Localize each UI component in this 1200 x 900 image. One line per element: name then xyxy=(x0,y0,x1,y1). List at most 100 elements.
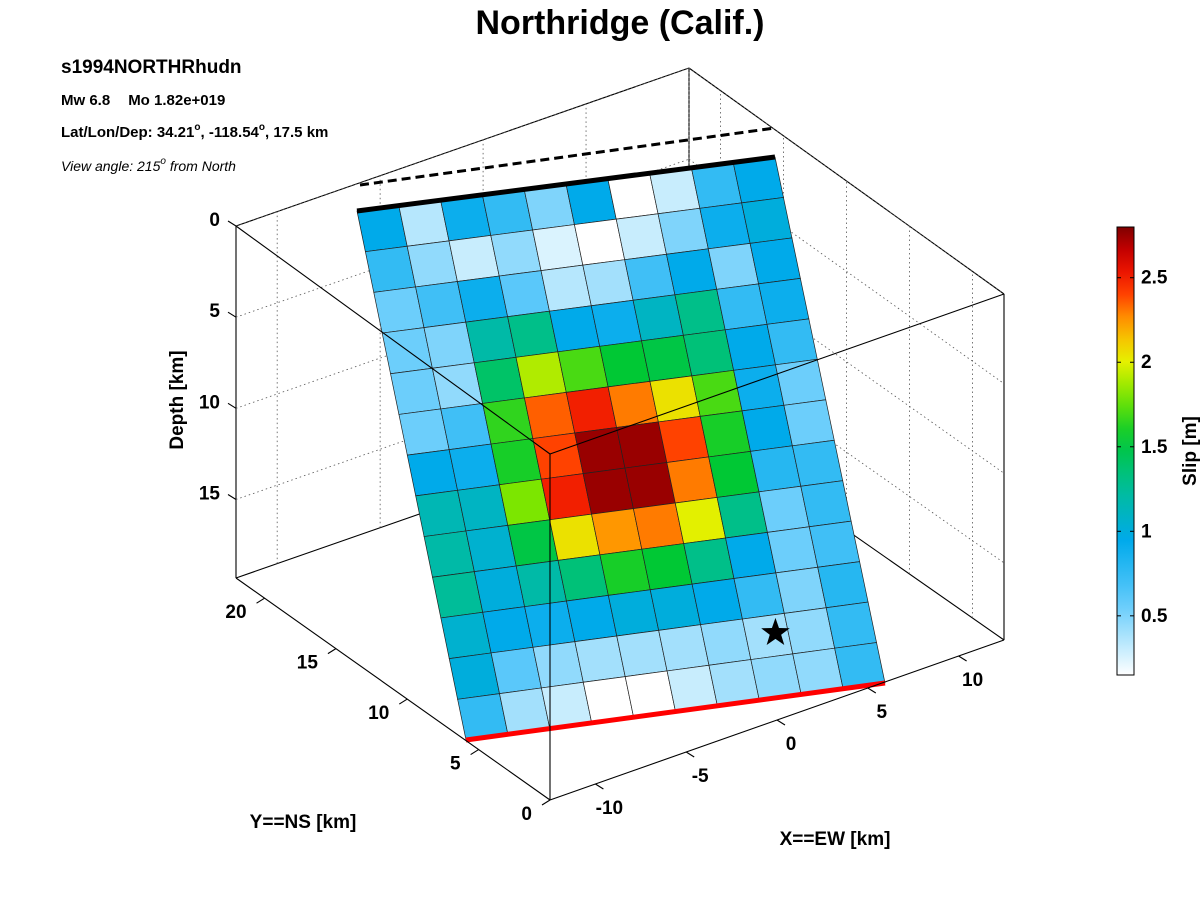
slip-patch xyxy=(616,629,668,677)
slip-patch xyxy=(725,531,777,579)
x-tick xyxy=(958,655,967,662)
dep-value: 17.5 km xyxy=(273,124,329,141)
slip-patch xyxy=(641,543,693,591)
slip-patch xyxy=(708,450,760,498)
slip-patch xyxy=(515,560,567,608)
slip-patch xyxy=(574,218,626,266)
axis-ticks: 0 5 10 15 0 5 10 15 20 -10 -5 0 5 10 xyxy=(199,210,983,825)
slip-patch xyxy=(741,404,793,452)
slip-patch xyxy=(741,197,793,244)
z-tick xyxy=(227,494,237,500)
lat-value: 34.21 xyxy=(156,124,195,141)
slip-patch xyxy=(750,445,802,493)
slip-patch xyxy=(716,491,768,539)
slip-patch xyxy=(733,572,785,620)
slip-patch xyxy=(423,530,475,578)
slip-patch xyxy=(498,270,550,318)
x-tick xyxy=(595,783,604,790)
slip-patch xyxy=(825,601,877,649)
slip-patch xyxy=(700,618,752,666)
slip-patch xyxy=(549,305,601,353)
slip-patch xyxy=(574,635,626,683)
colorbar-label: Slip [m] xyxy=(1180,416,1200,486)
slip-patch xyxy=(800,480,852,528)
colorbar-tick-label: 2.5 xyxy=(1141,268,1168,289)
slip-patch xyxy=(666,456,718,504)
y-tick xyxy=(541,799,551,806)
slip-patch xyxy=(699,410,751,458)
slip-patch xyxy=(716,283,768,331)
colorbar-tick-label: 2 xyxy=(1141,352,1152,373)
colorbar-gradient xyxy=(1116,226,1135,676)
slip-patch xyxy=(699,202,751,250)
slip-patch xyxy=(490,438,542,486)
fault-slip-patches xyxy=(356,126,886,743)
box-edge xyxy=(235,225,551,455)
slip-patch xyxy=(742,612,794,660)
slip-patch xyxy=(490,646,542,695)
slip-patch xyxy=(775,566,827,614)
hypocenter-star xyxy=(761,617,790,646)
x-tick xyxy=(776,719,786,726)
slip-patch xyxy=(432,571,484,619)
slip-patch xyxy=(406,449,458,497)
chart-title: Northridge (Calif.) xyxy=(475,4,765,42)
slip-patch xyxy=(557,554,609,602)
slip-patch xyxy=(649,583,701,631)
y-tick xyxy=(398,698,408,705)
event-id: s1994NORTHRhudn xyxy=(61,57,242,78)
slip-patch xyxy=(758,485,810,533)
slip-patch xyxy=(532,224,584,271)
slip-patch xyxy=(817,561,869,609)
z-tick-label: 5 xyxy=(209,301,220,322)
slip-patch xyxy=(465,316,517,364)
y-tick xyxy=(256,597,265,604)
slip-patch xyxy=(431,362,484,410)
slip-patch xyxy=(707,242,759,290)
slip-patch xyxy=(448,235,500,282)
box-edge xyxy=(235,577,551,801)
slip-patch xyxy=(674,497,726,544)
y-tick-label: 20 xyxy=(225,602,246,623)
slip-patch xyxy=(582,259,634,307)
y-tick-label: 0 xyxy=(521,804,532,825)
z-tick-label: 0 xyxy=(209,210,220,231)
slip-patch xyxy=(566,595,618,643)
x-tick-label: -10 xyxy=(596,798,623,819)
slip-patch xyxy=(532,432,584,480)
z-tick-label: 10 xyxy=(199,392,220,413)
y-axis-label: Y==NS [km] xyxy=(250,812,357,833)
x-tick-label: 5 xyxy=(877,702,888,723)
slip-patch xyxy=(599,548,651,596)
slip-patch xyxy=(616,421,668,469)
slip-patch xyxy=(398,408,450,456)
slip-patch xyxy=(457,484,509,532)
slip-patch xyxy=(423,321,475,369)
slip-patch xyxy=(683,537,735,585)
slip-patch xyxy=(373,286,425,334)
slip-patch xyxy=(448,652,500,700)
slip-patch xyxy=(465,524,517,573)
magnitude-line: Mw 6.8 Mo 1.82e+019 xyxy=(61,92,225,109)
slip-patch xyxy=(549,513,601,561)
slip-patch xyxy=(524,392,576,439)
slip-patch xyxy=(641,334,693,382)
grid-line xyxy=(688,67,1005,295)
slip-patch xyxy=(599,340,651,388)
mw-label: Mw 6.8 xyxy=(61,92,111,109)
colorbar-tick-label: 1 xyxy=(1141,521,1152,542)
slip-patch xyxy=(574,427,626,474)
slip-patch xyxy=(482,397,534,445)
x-tick xyxy=(867,687,877,694)
y-tick-label: 15 xyxy=(297,653,319,674)
x-tick-label: -5 xyxy=(692,766,709,787)
slip-patch xyxy=(632,502,685,550)
slip-patch xyxy=(482,606,534,654)
x-axis-label: X==EW [km] xyxy=(780,829,891,850)
slip-patch xyxy=(791,439,844,487)
lon-value: -118.54 xyxy=(208,124,259,141)
y-tick-label: 5 xyxy=(450,754,461,775)
slip-patch xyxy=(490,229,542,277)
z-axis-label: Depth [km] xyxy=(167,350,188,449)
slip-patch xyxy=(749,237,801,285)
